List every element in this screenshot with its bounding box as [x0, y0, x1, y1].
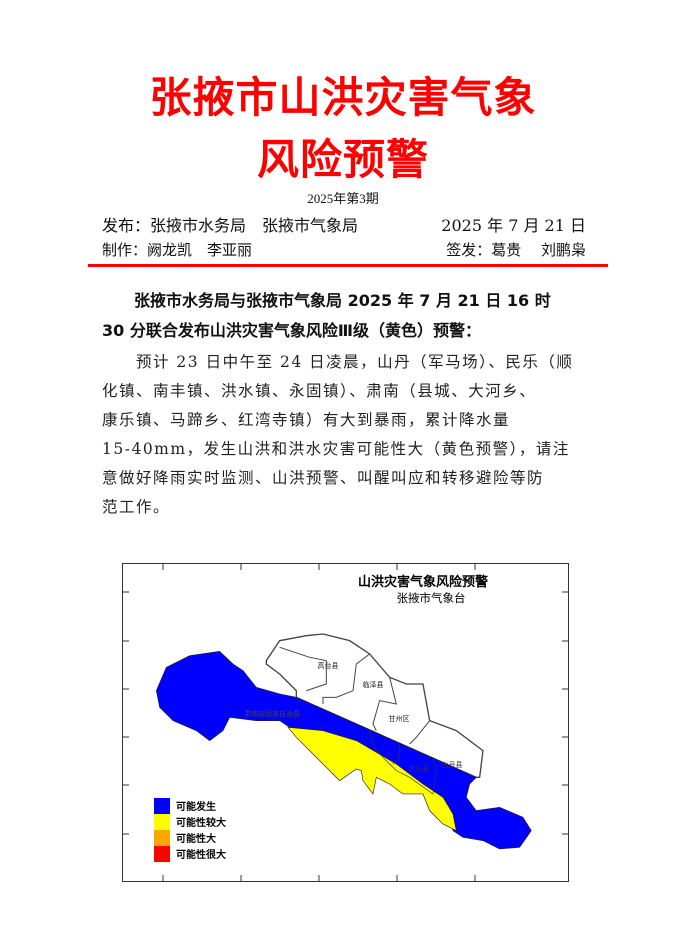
- document-title-line1: 张掖市山洪灾害气象: [149, 73, 537, 122]
- signer: 签发：葛贵 刘鹏枭: [446, 241, 586, 259]
- producer-row: 制作：阙龙凯 李亚丽 签发：葛贵 刘鹏枭: [102, 239, 586, 260]
- county-border: [392, 743, 400, 765]
- document-title-line2: 风险预警: [256, 135, 429, 184]
- body-line: 康乐镇、马蹄乡、红湾寺镇）有大到暴雨，累计降水量: [102, 411, 511, 429]
- county-label-shandan: 山丹县: [442, 760, 463, 769]
- county-border: [409, 720, 431, 745]
- county-border: [369, 730, 434, 795]
- frame-ticks: [123, 564, 568, 881]
- body-line: 化镇、南丰镇、洪水镇、永固镇）、肃南（县城、大河乡、: [102, 382, 537, 400]
- area-likely-yellow: [287, 726, 457, 832]
- issue-number: 2025年第3期: [307, 191, 379, 206]
- body-paragraph: 预计 23 日中午至 24 日凌晨，山丹（军马场）、民乐（顺 化镇、南丰镇、洪水…: [102, 348, 592, 522]
- county-label-minle: 民乐县: [409, 764, 430, 773]
- map-title: 山洪灾害气象风险预警: [358, 574, 488, 590]
- body-line: 15-40mm，发生山洪和洪水灾害可能性大（黄色预警），请注: [102, 440, 570, 458]
- lead-line: 30 分联合发布山洪灾害气象风险Ⅲ级（黄色）预警：: [102, 321, 481, 340]
- publisher: 发布：张掖市水务局 张掖市气象局: [102, 216, 359, 235]
- lead-line: 张掖市水务局与张掖市气象局 2025 年 7 月 21 日 16 时: [102, 291, 551, 310]
- legend-swatch-blue: [154, 798, 170, 814]
- body-line: 意做好降雨实时监测、山洪预警、叫醒叫应和转移避险等防: [102, 469, 545, 487]
- county-label-linze: 临泽县: [363, 680, 384, 689]
- legend-label: 可能性大: [176, 832, 216, 845]
- map-legend: 可能发生 可能性较大 可能性大 可能性很大: [154, 798, 226, 862]
- county-label-ganzhou: 甘州区: [389, 714, 410, 723]
- producer: 制作：阙龙凯 李亚丽: [102, 241, 253, 259]
- county-border: [279, 646, 327, 692]
- county-label-sunan: 肃南裕固族自治县: [244, 709, 300, 718]
- county-border: [432, 757, 437, 795]
- risk-map: 山洪灾害气象风险预警 张掖市气象台 高台县 临泽县 甘州区 肃南裕固族自治县 民…: [122, 563, 569, 882]
- legend-swatch-yellow: [154, 814, 170, 830]
- legend-swatch-orange: [154, 830, 170, 846]
- header-divider: [88, 264, 608, 267]
- county-label-gaotai: 高台县: [318, 661, 339, 670]
- legend-swatch-red: [154, 846, 170, 862]
- risk-map-svg: 山洪灾害气象风险预警 张掖市气象台 高台县 临泽县 甘州区 肃南裕固族自治县 民…: [123, 564, 568, 881]
- legend-label: 可能性很大: [176, 848, 226, 861]
- map-subtitle: 张掖市气象台: [397, 591, 466, 605]
- legend-label: 可能发生: [176, 800, 216, 813]
- legend-label: 可能性较大: [176, 816, 226, 829]
- publisher-row: 发布：张掖市水务局 张掖市气象局 2025 年 7 月 21 日: [102, 212, 586, 236]
- lead-paragraph: 张掖市水务局与张掖市气象局 2025 年 7 月 21 日 16 时 30 分联…: [102, 286, 592, 346]
- body-line: 预计 23 日中午至 24 日凌晨，山丹（军马场）、民乐（顺: [102, 353, 574, 371]
- body-line: 范工作。: [102, 498, 171, 516]
- issue-date: 2025 年 7 月 21 日: [441, 216, 586, 235]
- county-border: [322, 653, 370, 704]
- county-border: [372, 677, 397, 731]
